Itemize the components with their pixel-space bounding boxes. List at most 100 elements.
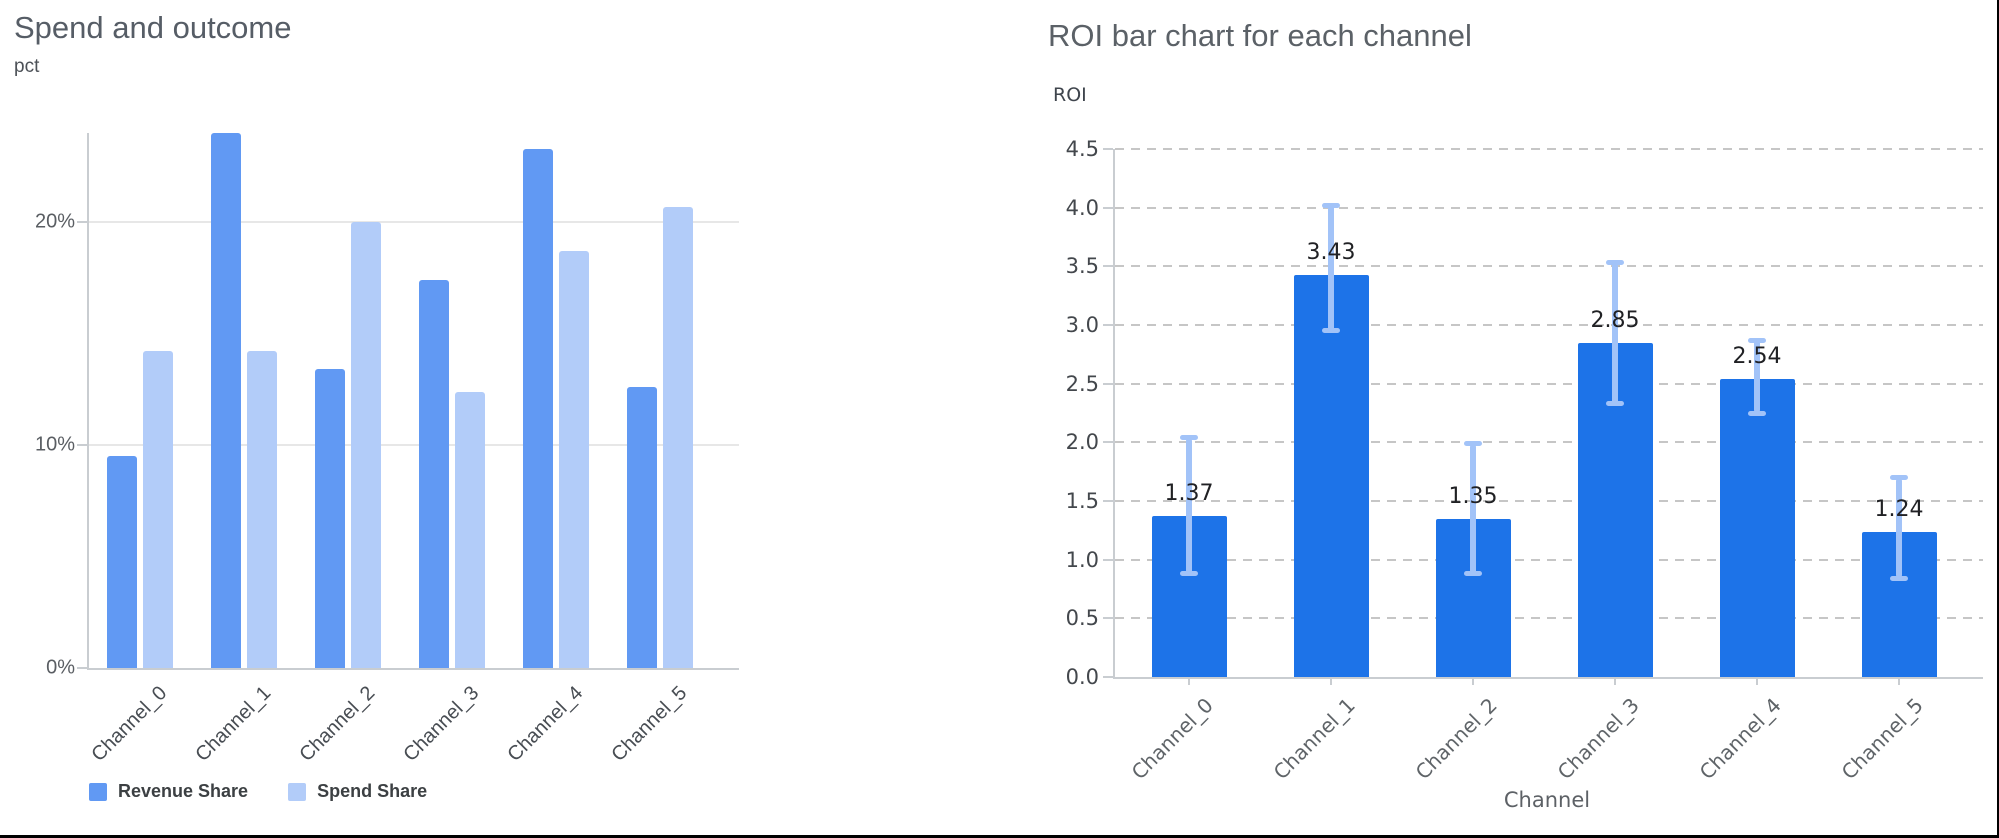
error-bar-line — [1470, 443, 1476, 574]
bar-spend-share-channel_0[interactable] — [142, 351, 173, 668]
roi-chart: ROI bar chart for each channel ROI 0.0 0.… — [1000, 0, 1997, 835]
y-tick-label: 1.0 — [1065, 547, 1099, 572]
legend-label: Spend Share — [317, 781, 428, 801]
error-bar-line — [1328, 205, 1334, 331]
x-tick-mark — [1756, 677, 1758, 685]
y-tick-mark — [1103, 148, 1113, 150]
y-tick-label: 2.0 — [1065, 430, 1099, 455]
error-bar-line — [1896, 477, 1902, 579]
x-tick-label: Channel_2 — [295, 682, 380, 766]
spend-outcome-plot-area: 0% 10% 20% Channel_0 Channel_1 Channel_2 Chann… — [35, 133, 739, 766]
bar-spend-share-channel_3[interactable] — [454, 391, 485, 668]
y-tick-label: 0% — [46, 656, 75, 679]
legend-swatch — [288, 782, 307, 801]
x-tick-mark — [1330, 677, 1332, 685]
y-tick-label: 2.5 — [1065, 371, 1099, 396]
y-tick-label: 20% — [34, 210, 75, 233]
error-bar-line — [1612, 262, 1618, 404]
y-tick-mark — [1103, 265, 1113, 268]
y-tick-label: 1.5 — [1065, 489, 1099, 513]
error-bar-line — [1186, 437, 1192, 574]
y-tick-mark — [77, 221, 87, 224]
gridline — [1115, 382, 1983, 385]
bar-value-label: 1.24 — [1874, 496, 1924, 522]
error-bar-cap-top — [1322, 202, 1340, 208]
x-tick-mark — [1472, 677, 1474, 685]
legend-label: Revenue Share — [118, 781, 249, 801]
y-tick-mark — [1103, 382, 1113, 385]
bar-revenue-share-channel_4[interactable] — [522, 148, 553, 668]
y-tick-mark — [1103, 441, 1113, 444]
y-tick-mark — [1103, 500, 1113, 502]
x-tick-mark — [1614, 677, 1616, 685]
error-bar-cap-top — [1606, 260, 1624, 266]
error-bar-cap-bottom — [1606, 401, 1624, 407]
bar-revenue-share-channel_2[interactable] — [314, 369, 345, 668]
roi-plot-area: 0.0 0.5 1.0 1.5 2.0 2.5 3.0 3.5 4.0 4.5 1.37 Channe… — [1066, 137, 1983, 784]
y-tick-mark — [1103, 324, 1113, 326]
bar-revenue-share-channel_3[interactable] — [418, 280, 449, 668]
error-bar-cap-bottom — [1322, 328, 1340, 334]
y-tick-mark — [77, 444, 87, 447]
x-tick-label: Channel_5 — [1836, 693, 1928, 785]
x-tick-label: Channel_4 — [503, 682, 588, 766]
gridline — [1115, 206, 1983, 209]
error-bar-cap-top — [1748, 337, 1766, 343]
y-tick-mark — [77, 667, 87, 669]
error-bar-cap-bottom — [1464, 571, 1482, 577]
x-tick-label: Channel_2 — [1410, 693, 1502, 785]
y-tick-mark — [1103, 676, 1113, 678]
y-tick-mark — [1103, 617, 1113, 620]
x-tick-label: Channel_0 — [1126, 693, 1218, 785]
bar-revenue-share-channel_1[interactable] — [210, 133, 241, 668]
legend-item[interactable]: Spend Share — [288, 781, 427, 802]
error-bar-cap-top — [1890, 475, 1908, 481]
error-bar-line — [1754, 340, 1760, 413]
bar-value-label: 3.43 — [1306, 239, 1356, 265]
bar-roi-channel_4[interactable] — [1719, 378, 1795, 677]
bar-value-label: 2.85 — [1590, 307, 1640, 333]
gridline — [1115, 617, 1983, 620]
y-tick-label: 3.5 — [1065, 254, 1099, 279]
chart-title: ROI bar chart for each channel — [1048, 18, 1472, 53]
x-tick-label: Channel_3 — [399, 682, 484, 766]
x-tick-mark — [1188, 677, 1190, 685]
y-tick-label: 4.5 — [1065, 137, 1099, 161]
legend-item[interactable]: Revenue Share — [89, 781, 248, 802]
bar-roi-channel_1[interactable] — [1293, 274, 1369, 677]
gridline — [89, 444, 739, 447]
gridline — [1115, 265, 1983, 268]
x-tick-label: Channel_1 — [191, 682, 276, 766]
x-tick-label: Channel_4 — [1694, 693, 1786, 785]
gridline — [1115, 324, 1983, 326]
x-axis-title: Channel — [1503, 788, 1591, 812]
bar-value-label: 1.37 — [1164, 481, 1214, 507]
legend: Revenue Share Spend Share — [89, 781, 427, 802]
y-tick-label: 0.0 — [1065, 665, 1099, 689]
y-tick-label: 10% — [34, 433, 75, 456]
y-tick-label: 3.0 — [1065, 313, 1099, 337]
gridline — [89, 221, 739, 224]
y-tick-label: 0.5 — [1065, 606, 1099, 631]
y-tick-mark — [1103, 558, 1113, 561]
gridline — [1115, 558, 1983, 561]
error-bar-cap-top — [1464, 441, 1482, 447]
bar-spend-share-channel_1[interactable] — [246, 351, 277, 668]
gridline — [1115, 441, 1983, 444]
spend-outcome-chart: Spend and outcome pct 0% 10% 20% Channel_0 C… — [0, 0, 800, 835]
bar-revenue-share-channel_5[interactable] — [626, 387, 657, 668]
bar-spend-share-channel_5[interactable] — [662, 206, 693, 668]
gridline — [1115, 500, 1983, 502]
y-tick-mark — [1103, 206, 1113, 209]
bar-spend-share-channel_4[interactable] — [558, 251, 589, 668]
y-axis-unit-label: pct — [14, 56, 40, 77]
bar-revenue-share-channel_0[interactable] — [106, 456, 137, 668]
x-tick-label: Channel_5 — [607, 682, 692, 766]
x-tick-label: Channel_3 — [1552, 693, 1644, 785]
y-tick-label: 4.0 — [1065, 195, 1099, 220]
bar-spend-share-channel_2[interactable] — [350, 222, 381, 668]
error-bar-cap-bottom — [1890, 575, 1908, 581]
gridline — [1115, 148, 1983, 150]
bar-value-label: 1.35 — [1448, 483, 1498, 509]
